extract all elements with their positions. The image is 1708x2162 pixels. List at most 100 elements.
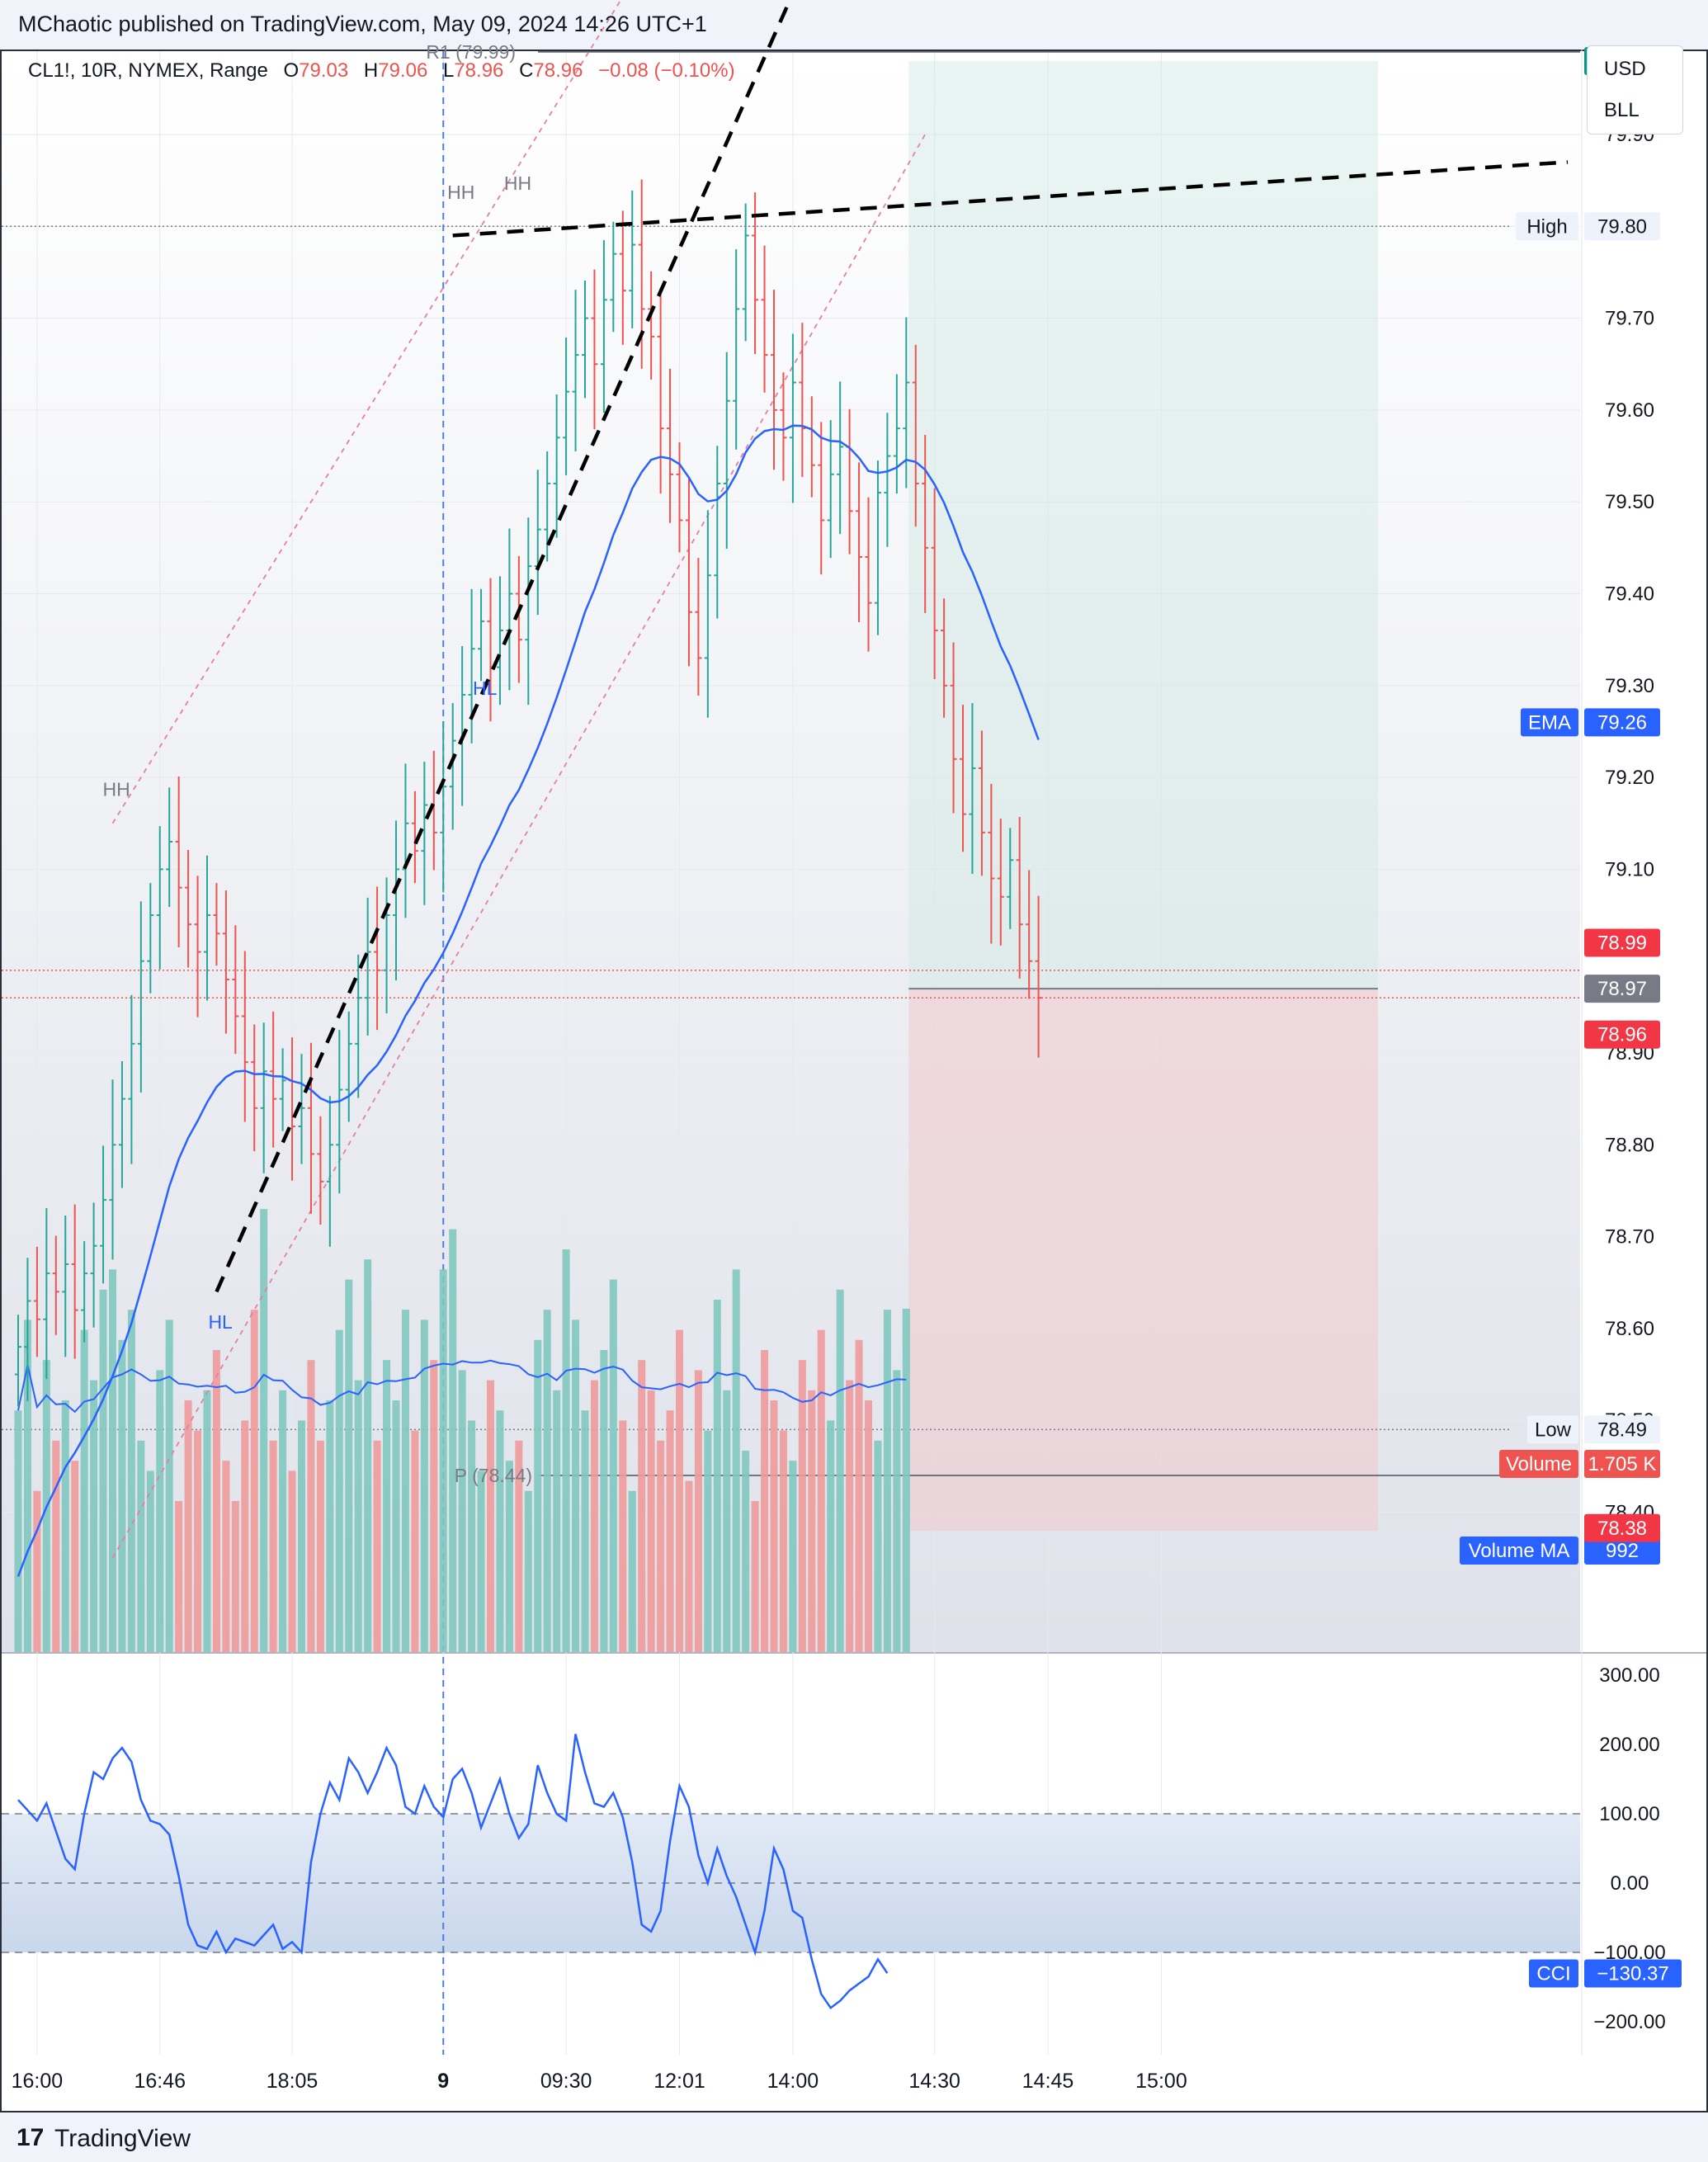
tag-cci-label: CCI [1536,1963,1570,1985]
tag-volume-label-bg [1499,1450,1578,1478]
volume-bar [137,1440,145,1652]
cci-band [2,1814,1580,1952]
volume-bar [383,1360,391,1652]
tag-high-bg [1584,212,1660,241]
position-profit-zone[interactable] [908,60,1378,989]
time-tick-label: 14:30 [908,2070,960,2093]
volume-bar [855,1339,863,1652]
volume-bar [99,1289,107,1652]
volume-bar [666,1410,674,1652]
ema-line [17,424,1040,1577]
volume-bar [71,1461,79,1652]
tag-78-97-bg [1584,975,1660,1003]
volume-bar [146,1470,154,1652]
tag-high: 79.80 [1597,215,1647,238]
volume-bar [600,1350,608,1652]
volume-bar [874,1440,882,1652]
volume-bar [203,1390,211,1652]
r1-label: R1 (79.99) [426,41,516,63]
volume-bar [298,1420,305,1652]
tag-78-99: 78.99 [1597,932,1647,954]
black-hh-trendline[interactable] [452,160,1569,238]
tag-volume-ma-bg [1584,1537,1660,1565]
tag-cci-label-bg [1529,1959,1578,1988]
price-tick-label: 78.70 [1605,1226,1654,1249]
volume-bar [80,1329,88,1652]
legend-c-label: C [519,59,533,82]
currency-label[interactable]: USD [1604,58,1646,80]
volume-bar [817,1329,825,1652]
time-tick-label: 16:00 [12,2070,64,2093]
volume-bars [14,1209,910,1652]
volume-bar [798,1360,806,1652]
legend-h-label: H [364,59,378,82]
tag-cci: −130.37 [1597,1963,1668,1985]
volume-bar [477,1470,485,1652]
tag-volume-label: Volume [1506,1453,1572,1475]
tag-78-96: 78.96 [1597,1024,1647,1046]
volume-bar [449,1229,457,1652]
tag-cci-bg [1584,1959,1682,1988]
currency-unit-box[interactable]: USD BLL [1587,45,1683,135]
tag-low: 78.49 [1597,1419,1647,1441]
volume-bar [619,1420,627,1652]
price-tick-label: 78.60 [1605,1318,1654,1340]
volume-bar [581,1410,589,1652]
hl-label-1: HL [208,1311,233,1333]
volume-bar [61,1400,69,1652]
volume-bar [373,1440,381,1652]
volume-bar [893,1370,901,1652]
tradingview-brand: TradingView [54,2125,191,2152]
price-tick-label: 79.70 [1605,308,1654,330]
volume-bar [628,1490,636,1652]
volume-bar [326,1400,334,1652]
tag-78-96-bg [1584,1020,1660,1049]
volume-bar [742,1451,750,1652]
volume-bar [657,1440,665,1652]
volume-bar [676,1329,683,1652]
tag-volume: 1.705 K [1588,1453,1657,1475]
time-axis[interactable]: 16:00 16:46 18:05 9 09:30 12:01 14:00 14:30 14:4… [12,2070,1187,2093]
tag-stop: 78.38 [1597,1518,1647,1540]
price-axis[interactable]: 79.9079.8079.7079.6079.5079.4079.3079.20… [1605,124,1654,1524]
volume-bar [865,1400,872,1652]
volume-bar [713,1300,721,1652]
volume-bar [23,1319,31,1652]
volume-bar [165,1319,173,1652]
volume-bar [269,1440,277,1652]
time-tick-label: 15:00 [1135,2070,1187,2093]
channel-line-upper[interactable] [111,0,652,824]
tag-ema-label: EMA [1528,711,1571,734]
p-label: P (78.44) [455,1465,532,1486]
cci-tick-label: 200.00 [1599,1734,1659,1756]
unit-label[interactable]: BLL [1604,99,1640,121]
volume-bar [90,1380,98,1652]
tag-ema-bg [1584,708,1660,737]
volume-bar [496,1410,504,1652]
volume-bar [212,1350,220,1652]
volume-bar [732,1269,740,1652]
tag-low-bg [1584,1415,1660,1444]
tag-volume-ma-label: Volume MA [1469,1540,1570,1562]
legend-l-label: L [443,59,454,82]
position-loss-zone[interactable] [908,989,1378,1531]
volume-bar [524,1490,532,1652]
volume-bar [14,1410,22,1652]
volume-bar [127,1310,135,1652]
price-tick-label: 78.80 [1605,1134,1654,1156]
volume-bar [156,1370,164,1652]
hh-label-2: HH [447,182,474,203]
volume-bar [392,1400,400,1652]
volume-bar [685,1480,693,1652]
volume-bar [335,1329,343,1652]
time-tick-label: 12:01 [653,2070,705,2093]
hl-label-2: HL [473,677,498,699]
volume-bar [572,1319,580,1652]
legend-symbol: CL1!, 10R, NYMEX, Range [28,59,268,82]
legend-o-label: O [283,59,299,82]
volume-bar [846,1380,854,1652]
volume-bar [118,1339,126,1652]
time-tick-label: 14:00 [767,2070,819,2093]
